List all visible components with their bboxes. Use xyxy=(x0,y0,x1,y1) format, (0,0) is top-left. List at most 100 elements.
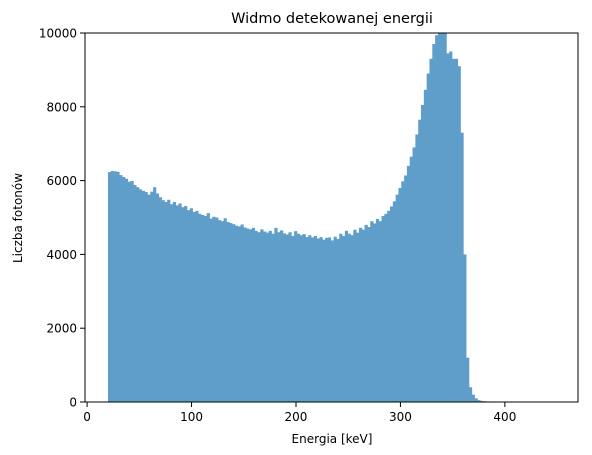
histogram-bar xyxy=(348,234,351,402)
histogram-bar xyxy=(145,192,148,402)
y-tick-label: 6000 xyxy=(46,174,77,188)
histogram-bar xyxy=(404,175,407,402)
histogram-bar xyxy=(255,231,258,402)
histogram-bar xyxy=(274,228,277,402)
histogram-bar xyxy=(429,59,432,402)
histogram-bar xyxy=(280,230,283,402)
histogram-bar xyxy=(427,74,430,402)
histogram-bar xyxy=(472,395,475,402)
histogram-bar xyxy=(435,35,438,402)
histogram-bar xyxy=(401,181,404,402)
histogram-bar xyxy=(446,53,449,402)
histogram-bar xyxy=(193,212,196,402)
histogram-bar xyxy=(314,236,317,402)
y-tick-label: 0 xyxy=(69,396,77,410)
histogram-bar xyxy=(463,254,466,402)
histogram-bar xyxy=(466,358,469,402)
histogram-bar xyxy=(246,229,249,402)
histogram-bar xyxy=(438,33,441,402)
x-tick-label: 0 xyxy=(83,410,91,424)
histogram-bar xyxy=(452,59,455,402)
histogram-bar xyxy=(351,235,354,402)
histogram-bar xyxy=(153,187,156,402)
histogram-bar xyxy=(303,234,306,402)
histogram-bar xyxy=(215,218,218,403)
histogram-bar xyxy=(356,233,359,402)
x-tick-label: 200 xyxy=(285,410,308,424)
histogram-bar xyxy=(147,195,150,402)
y-axis-label: Liczba fotonów xyxy=(11,173,25,263)
histogram-bar xyxy=(156,194,159,402)
y-tick-label: 2000 xyxy=(46,322,77,336)
histogram-bar xyxy=(449,51,452,402)
histogram-bar xyxy=(410,157,413,402)
histogram-bar xyxy=(133,185,136,402)
histogram-bar xyxy=(291,236,294,402)
histogram-bar xyxy=(373,223,376,402)
histogram-bar xyxy=(353,230,356,402)
histogram-bar xyxy=(131,181,134,402)
histogram-bar xyxy=(345,231,348,402)
histogram-bar xyxy=(235,226,238,402)
histogram-bar xyxy=(396,195,399,402)
histogram-bar xyxy=(331,240,334,402)
histogram-bar xyxy=(339,234,342,402)
histogram-bar xyxy=(455,59,458,402)
histogram-bar xyxy=(162,200,165,402)
histogram-bar xyxy=(322,240,325,402)
histogram-bar xyxy=(297,234,300,402)
histogram-bar xyxy=(266,233,269,402)
histogram-bar xyxy=(111,171,114,402)
histogram-bar xyxy=(210,219,213,402)
histogram-bar xyxy=(317,239,320,402)
histogram-bar xyxy=(173,202,176,402)
histogram-bar xyxy=(325,238,328,402)
histogram-bar xyxy=(122,177,125,402)
histogram-bar xyxy=(207,213,210,402)
histogram-bar xyxy=(150,192,153,402)
y-tick-label: 4000 xyxy=(46,248,77,262)
y-tick-label: 10000 xyxy=(39,27,77,41)
chart-title: Widmo detekowanej energii xyxy=(231,11,433,27)
histogram-bar xyxy=(370,221,373,402)
x-tick-label: 400 xyxy=(493,410,516,424)
histogram-bar xyxy=(232,224,235,402)
histogram-bar xyxy=(269,231,272,402)
histogram-bar xyxy=(384,214,387,402)
histogram-bar xyxy=(142,191,145,402)
histogram-bar xyxy=(108,172,111,402)
histogram-bar xyxy=(198,214,201,402)
histogram-bar xyxy=(342,236,345,402)
histogram-bar xyxy=(458,66,461,402)
histogram-bar xyxy=(260,229,263,402)
histogram-bar xyxy=(243,227,246,402)
histogram-bar xyxy=(212,217,215,402)
histogram-bar xyxy=(195,211,198,402)
histogram-bar xyxy=(413,147,416,402)
histogram-bar xyxy=(181,207,184,402)
histogram-bar xyxy=(334,237,337,402)
histogram-bar xyxy=(475,398,478,402)
histogram-bar xyxy=(164,202,167,402)
histogram-bar xyxy=(238,226,241,402)
histogram-bar xyxy=(221,221,224,402)
histogram-bar xyxy=(398,188,401,402)
histogram-bar xyxy=(359,228,362,402)
histogram-bar xyxy=(184,206,187,402)
histogram-bar xyxy=(139,189,142,402)
histogram-bar xyxy=(328,237,331,402)
histogram-bar xyxy=(365,225,368,402)
histogram-bar xyxy=(128,182,131,402)
histogram-bar xyxy=(176,205,179,402)
histogram-bar xyxy=(136,187,139,402)
histogram-bar xyxy=(187,210,190,402)
histogram-bar xyxy=(418,120,421,402)
histogram-bar xyxy=(286,234,289,402)
histogram-bar xyxy=(288,232,291,402)
histogram-bar xyxy=(277,232,280,402)
histogram-bar xyxy=(159,197,162,402)
histogram-bar xyxy=(167,200,170,402)
histogram-bar xyxy=(190,208,193,402)
histogram-bar xyxy=(204,216,207,402)
